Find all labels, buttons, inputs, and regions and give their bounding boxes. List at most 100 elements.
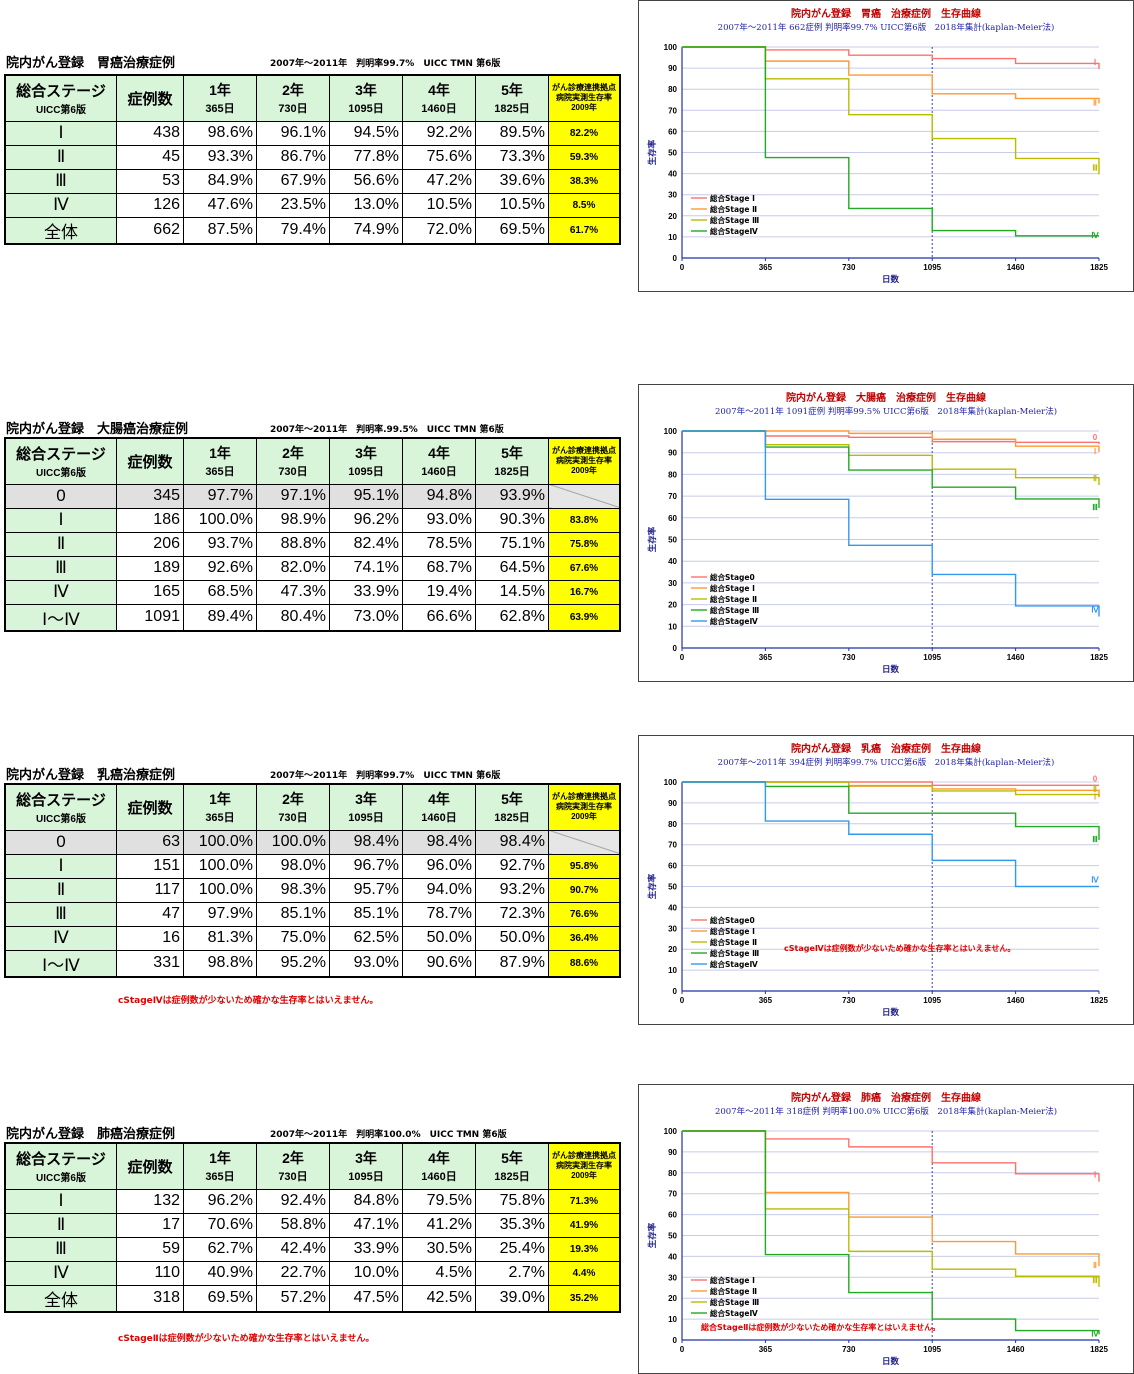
header-count: 症例数 — [116, 783, 184, 831]
table-row: 全体 318 69.5% 57.2% 47.5% 42.5% 39.0% 35.2% — [4, 1284, 621, 1312]
national-rate-cell: 90.7% — [548, 877, 621, 903]
rate-cell: 98.0% — [256, 853, 330, 879]
survival-chart-lung: 院内がん登録 肺癌 治療症例 生存曲線 2007年～2011年 318症例 判明率… — [638, 1084, 1134, 1374]
y-tick-label: 90 — [668, 449, 677, 458]
stage-cell: Ⅰ — [4, 120, 117, 146]
header-year-label: 5年 — [501, 791, 523, 808]
rate-cell: 77.8% — [329, 144, 403, 170]
header-year: 3年 1095日 — [329, 437, 403, 485]
table-title: 院内がん登録 肺癌治療症例 — [6, 1127, 176, 1142]
rate-cell: 79.5% — [402, 1188, 476, 1214]
rate-cell: 58.8% — [256, 1212, 330, 1238]
header-year-label: 4年 — [428, 82, 450, 99]
y-tick-label: 100 — [664, 1127, 678, 1136]
rate-cell: 88.8% — [256, 531, 330, 557]
y-tick-label: 90 — [668, 1148, 677, 1157]
count-cell: 17 — [116, 1212, 184, 1238]
rate-cell: 64.5% — [475, 555, 549, 581]
legend-label: 総合Stage0 — [710, 915, 755, 925]
rate-cell: 69.5% — [475, 216, 549, 244]
rate-cell: 66.6% — [402, 603, 476, 631]
header-year: 5年 1825日 — [475, 437, 549, 485]
header-year: 2年 730日 — [256, 74, 330, 122]
series-line — [682, 46, 1100, 70]
table-note: cStageⅣは症例数が少ないため確かな生存率とはいえません。 — [118, 996, 379, 1006]
header-year: 4年 1460日 — [402, 783, 476, 831]
header-year-days: 1460日 — [421, 1171, 457, 1184]
header-year-days: 1095日 — [348, 1171, 384, 1184]
national-rate-cell: 41.9% — [548, 1212, 621, 1238]
chart-title: 院内がん登録 大腸癌 治療症例 生存曲線 — [786, 391, 986, 404]
y-tick-label: 40 — [668, 170, 677, 179]
table-subtitle: 2007年～2011年 判明率100.0% UICC TMN 第6版 — [270, 1130, 507, 1140]
y-tick-label: 70 — [668, 841, 677, 850]
y-tick-label: 40 — [668, 903, 677, 912]
count-cell: 165 — [116, 579, 184, 605]
x-tick-label: 0 — [680, 653, 685, 662]
legend-label: 総合Stage Ⅰ — [710, 926, 755, 936]
rate-cell: 84.8% — [329, 1188, 403, 1214]
rate-cell: 78.5% — [402, 531, 476, 557]
header-year-days: 1460日 — [421, 103, 457, 116]
rate-cell: 68.7% — [402, 555, 476, 581]
header-year-label: 3年 — [355, 445, 377, 462]
chart-title: 院内がん登録 乳癌 治療症例 生存曲線 — [791, 742, 981, 755]
table-subtitle: 2007年～2011年 判明率.99.5% UICC TMN 第6版 — [270, 425, 504, 435]
y-tick-label: 100 — [664, 43, 678, 52]
survival-table: 総合ステージ UICC第6版 症例数 1年 365日 2年 730日 3年 1095日 4年 146… — [4, 1142, 621, 1313]
header-stage-label: 総合ステージ — [16, 1151, 106, 1169]
rate-cell: 74.9% — [329, 216, 403, 244]
header-national-rate: がん診療連携拠点病院実測生存率2009年 — [548, 437, 621, 485]
rate-cell: 42.4% — [256, 1236, 330, 1262]
table-row: Ⅱ 117 100.0% 98.3% 95.7% 94.0% 93.2% 90.7% — [4, 877, 621, 903]
rate-cell: 85.1% — [256, 901, 330, 927]
header-year: 2年 730日 — [256, 1142, 330, 1190]
rate-cell: 75.6% — [402, 144, 476, 170]
x-tick-label: 1460 — [1007, 1345, 1025, 1354]
rate-cell: 96.2% — [329, 507, 403, 533]
series-end-label: 0 — [1093, 433, 1098, 442]
rate-cell: 75.0% — [256, 925, 330, 951]
rate-cell: 96.2% — [183, 1188, 257, 1214]
header-year-label: 2年 — [282, 445, 304, 462]
y-tick-label: 50 — [668, 1232, 677, 1241]
header-year-days: 1825日 — [494, 812, 530, 825]
rate-cell: 94.0% — [402, 877, 476, 903]
table-row: Ⅱ 206 93.7% 88.8% 82.4% 78.5% 75.1% 75.8% — [4, 531, 621, 557]
header-year-label: 3年 — [355, 1150, 377, 1167]
y-tick-label: 50 — [668, 149, 677, 158]
survival-chart-colon: 院内がん登録 大腸癌 治療症例 生存曲線 2007年～2011年 1091症例 判… — [638, 384, 1134, 682]
series-end-label: Ⅳ — [1091, 231, 1099, 240]
header-year: 2年 730日 — [256, 783, 330, 831]
y-tick-label: 20 — [668, 212, 677, 221]
series-end-label: Ⅳ — [1091, 876, 1099, 885]
series-end-label: Ⅲ — [1092, 163, 1098, 172]
rate-cell: 93.9% — [475, 483, 549, 509]
series-line — [682, 430, 1100, 486]
y-tick-label: 60 — [668, 1211, 677, 1220]
count-cell: 126 — [116, 192, 184, 218]
table-row: 全体 662 87.5% 79.4% 74.9% 72.0% 69.5% 61.7% — [4, 216, 621, 244]
stage-cell: Ⅳ — [4, 925, 117, 951]
rate-cell: 92.6% — [183, 555, 257, 581]
stage-cell: Ⅱ — [4, 144, 117, 170]
y-tick-label: 60 — [668, 862, 677, 871]
rate-cell: 68.5% — [183, 579, 257, 605]
header-year-days: 1095日 — [348, 103, 384, 116]
rate-cell: 98.6% — [183, 120, 257, 146]
rate-cell: 96.0% — [402, 853, 476, 879]
header-year-label: 5年 — [501, 445, 523, 462]
rate-cell: 86.7% — [256, 144, 330, 170]
table-row: Ⅱ 45 93.3% 86.7% 77.8% 75.6% 73.3% 59.3% — [4, 144, 621, 170]
header-count: 症例数 — [116, 74, 184, 122]
rate-cell: 94.8% — [402, 483, 476, 509]
series-line — [682, 1130, 1100, 1335]
x-tick-label: 365 — [759, 1345, 773, 1354]
stage-cell: 全体 — [4, 216, 117, 244]
chart-subtitle: 2007年～2011年 318症例 判明率100.0% UICC第6版 2018… — [715, 1106, 1057, 1117]
stage-cell: Ⅱ — [4, 1212, 117, 1238]
y-tick-label: 40 — [668, 1252, 677, 1261]
legend-label: 総合Stage Ⅱ — [710, 594, 757, 604]
table-row: Ⅲ 53 84.9% 67.9% 56.6% 47.2% 39.6% 38.3% — [4, 168, 621, 194]
rate-cell: 33.9% — [329, 579, 403, 605]
